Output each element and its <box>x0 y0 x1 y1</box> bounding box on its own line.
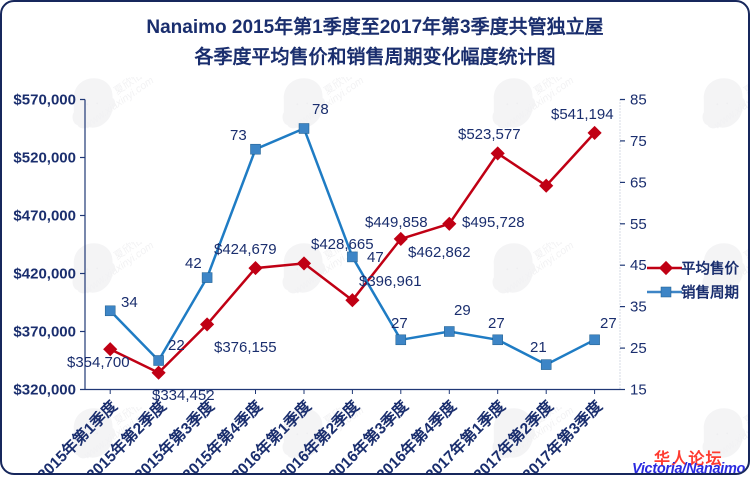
svg-text:$420,000: $420,000 <box>13 266 76 283</box>
svg-text:$370,000: $370,000 <box>13 324 76 341</box>
svg-text:29: 29 <box>454 302 471 319</box>
svg-text:$523,577: $523,577 <box>458 126 521 143</box>
svg-text:45: 45 <box>630 257 647 274</box>
svg-text:$570,000: $570,000 <box>13 92 76 109</box>
svg-text:销售周期: 销售周期 <box>681 284 739 302</box>
svg-text:$520,000: $520,000 <box>13 150 76 167</box>
svg-text:55: 55 <box>630 216 647 233</box>
svg-text:$462,862: $462,862 <box>408 244 471 261</box>
svg-text:15: 15 <box>630 382 647 399</box>
svg-text:21: 21 <box>530 339 547 356</box>
svg-text:$495,728: $495,728 <box>462 214 525 231</box>
svg-text:平均售价: 平均售价 <box>681 260 739 278</box>
svg-text:47: 47 <box>367 249 384 266</box>
svg-text:$428,665: $428,665 <box>311 236 374 253</box>
svg-text:73: 73 <box>230 127 247 144</box>
svg-text:$424,679: $424,679 <box>214 241 277 258</box>
svg-text:$376,155: $376,155 <box>214 339 277 356</box>
svg-text:$470,000: $470,000 <box>13 208 76 225</box>
svg-text:27: 27 <box>600 315 617 332</box>
svg-text:27: 27 <box>391 315 408 332</box>
svg-text:65: 65 <box>630 174 647 191</box>
svg-text:$354,700: $354,700 <box>67 354 130 371</box>
svg-text:78: 78 <box>312 101 329 118</box>
svg-text:75: 75 <box>630 133 647 150</box>
svg-text:$449,858: $449,858 <box>365 214 428 231</box>
svg-text:25: 25 <box>630 340 647 357</box>
svg-text:27: 27 <box>488 315 505 332</box>
svg-text:22: 22 <box>168 337 185 354</box>
svg-text:$541,194: $541,194 <box>551 106 614 123</box>
svg-text:42: 42 <box>185 255 202 272</box>
svg-text:$320,000: $320,000 <box>13 382 76 399</box>
svg-text:85: 85 <box>630 92 647 109</box>
svg-text:34: 34 <box>121 294 138 311</box>
svg-text:$396,961: $396,961 <box>359 273 422 290</box>
svg-text:35: 35 <box>630 299 647 316</box>
